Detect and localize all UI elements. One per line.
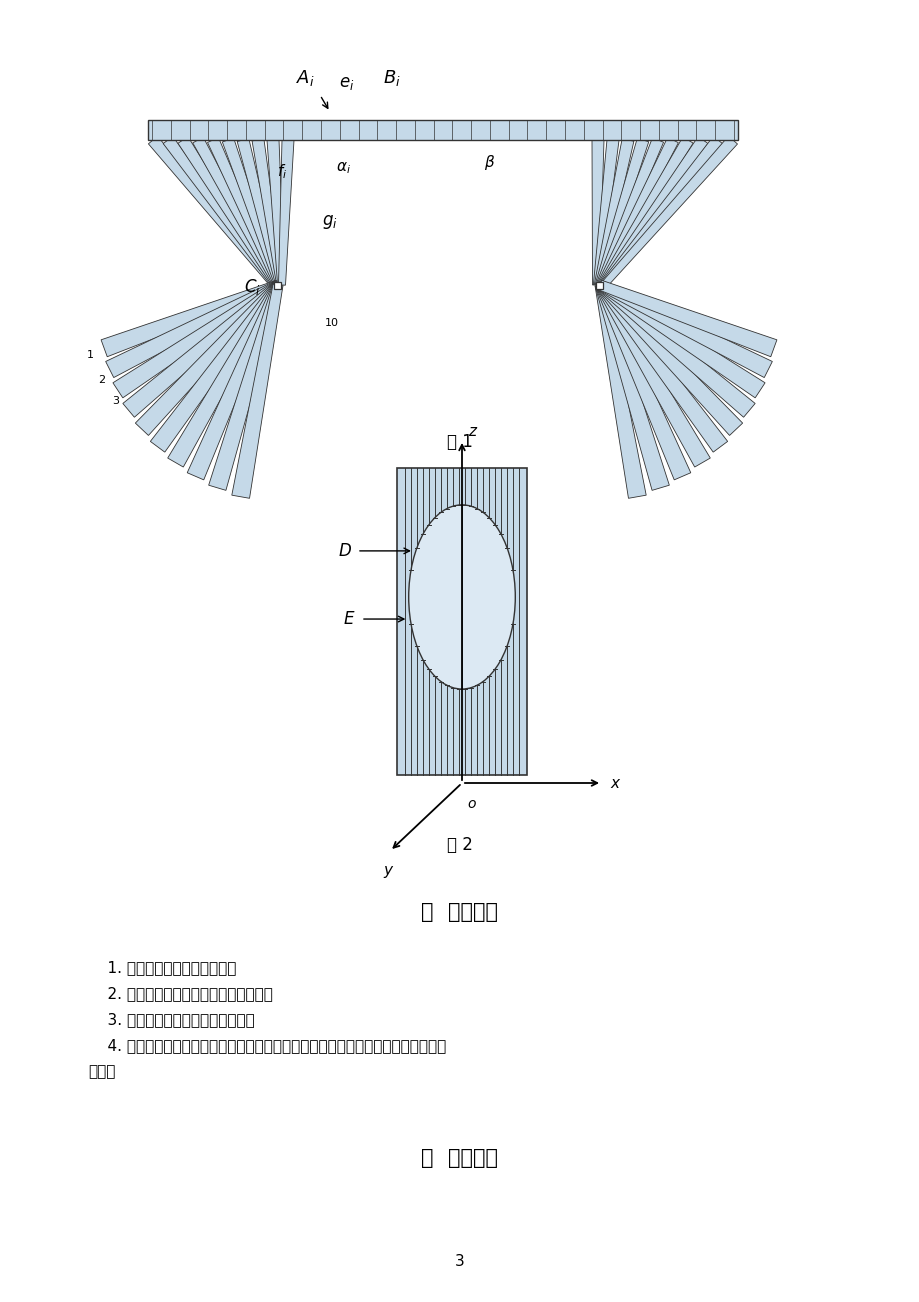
Polygon shape — [113, 281, 280, 398]
Text: 3. 假设桌腿顶端与桌面没有缝隙；: 3. 假设桌腿顶端与桌面没有缝隙； — [88, 1012, 255, 1027]
Polygon shape — [595, 284, 669, 491]
Bar — [596, 281, 603, 289]
Polygon shape — [167, 283, 282, 467]
Polygon shape — [601, 135, 737, 288]
Text: 1. 假设每条腿之间没有缝隙；: 1. 假设每条腿之间没有缝隙； — [88, 960, 236, 975]
Polygon shape — [106, 280, 280, 378]
Polygon shape — [237, 138, 282, 286]
Bar — [397, 467, 527, 775]
Polygon shape — [595, 283, 709, 467]
Polygon shape — [594, 139, 633, 285]
Polygon shape — [597, 137, 692, 286]
Text: z: z — [468, 424, 475, 440]
Text: $\alpha_i$: $\alpha_i$ — [335, 160, 350, 176]
Polygon shape — [101, 280, 279, 357]
Polygon shape — [135, 281, 281, 435]
Text: $C_i$: $C_i$ — [244, 277, 260, 297]
Text: $f_i$: $f_i$ — [277, 163, 287, 181]
Polygon shape — [163, 137, 278, 286]
Polygon shape — [267, 139, 284, 285]
Text: 4. 假设将动态过程表示成两部分时，第一部分变化时，桌子底端的桌腿的变化忽略: 4. 假设将动态过程表示成两部分时，第一部分变化时，桌子底端的桌腿的变化忽略 — [88, 1038, 446, 1053]
Polygon shape — [252, 139, 283, 285]
Polygon shape — [177, 137, 278, 286]
Polygon shape — [209, 284, 282, 491]
Text: y: y — [383, 863, 392, 878]
Text: 3: 3 — [112, 396, 119, 406]
Text: $\beta$: $\beta$ — [483, 154, 495, 172]
Polygon shape — [596, 137, 677, 286]
Polygon shape — [596, 283, 727, 452]
Text: 2. 假设实际加工误差对设计没有影响；: 2. 假设实际加工误差对设计没有影响； — [88, 986, 273, 1001]
Polygon shape — [222, 138, 281, 286]
Text: x: x — [609, 776, 618, 790]
Text: E: E — [344, 611, 354, 628]
Text: D: D — [338, 542, 351, 560]
Text: $e_i$: $e_i$ — [339, 74, 355, 92]
Polygon shape — [593, 139, 618, 285]
Polygon shape — [596, 281, 742, 435]
Text: 不计。: 不计。 — [88, 1064, 115, 1079]
Polygon shape — [591, 139, 604, 285]
Polygon shape — [596, 281, 754, 417]
Text: 10: 10 — [324, 318, 338, 328]
Ellipse shape — [408, 505, 515, 689]
Polygon shape — [232, 284, 283, 499]
Text: 图 2: 图 2 — [447, 836, 472, 854]
Text: 图 1: 图 1 — [447, 434, 472, 450]
Text: 2: 2 — [98, 375, 105, 384]
Polygon shape — [192, 137, 279, 286]
Text: $B_i$: $B_i$ — [382, 68, 401, 89]
Text: 三  符号说明: 三 符号说明 — [421, 1148, 498, 1168]
Bar — [274, 281, 281, 289]
Polygon shape — [596, 281, 765, 398]
Polygon shape — [123, 281, 281, 417]
Text: 3: 3 — [455, 1255, 464, 1269]
Polygon shape — [148, 137, 277, 288]
Polygon shape — [595, 284, 645, 499]
Polygon shape — [600, 137, 722, 288]
Text: o: o — [467, 797, 475, 811]
Bar — [148, 120, 737, 141]
Polygon shape — [596, 138, 663, 286]
Polygon shape — [278, 139, 294, 285]
Text: 1: 1 — [86, 350, 94, 361]
Polygon shape — [595, 283, 690, 480]
Polygon shape — [208, 138, 280, 286]
Text: $g_i$: $g_i$ — [322, 214, 337, 230]
Polygon shape — [595, 138, 648, 286]
Polygon shape — [150, 283, 282, 452]
Text: $A_i$: $A_i$ — [295, 68, 314, 89]
Polygon shape — [597, 280, 772, 378]
Polygon shape — [597, 280, 776, 357]
Polygon shape — [598, 137, 707, 286]
Polygon shape — [187, 283, 282, 480]
Text: 二  模型假设: 二 模型假设 — [421, 902, 498, 922]
